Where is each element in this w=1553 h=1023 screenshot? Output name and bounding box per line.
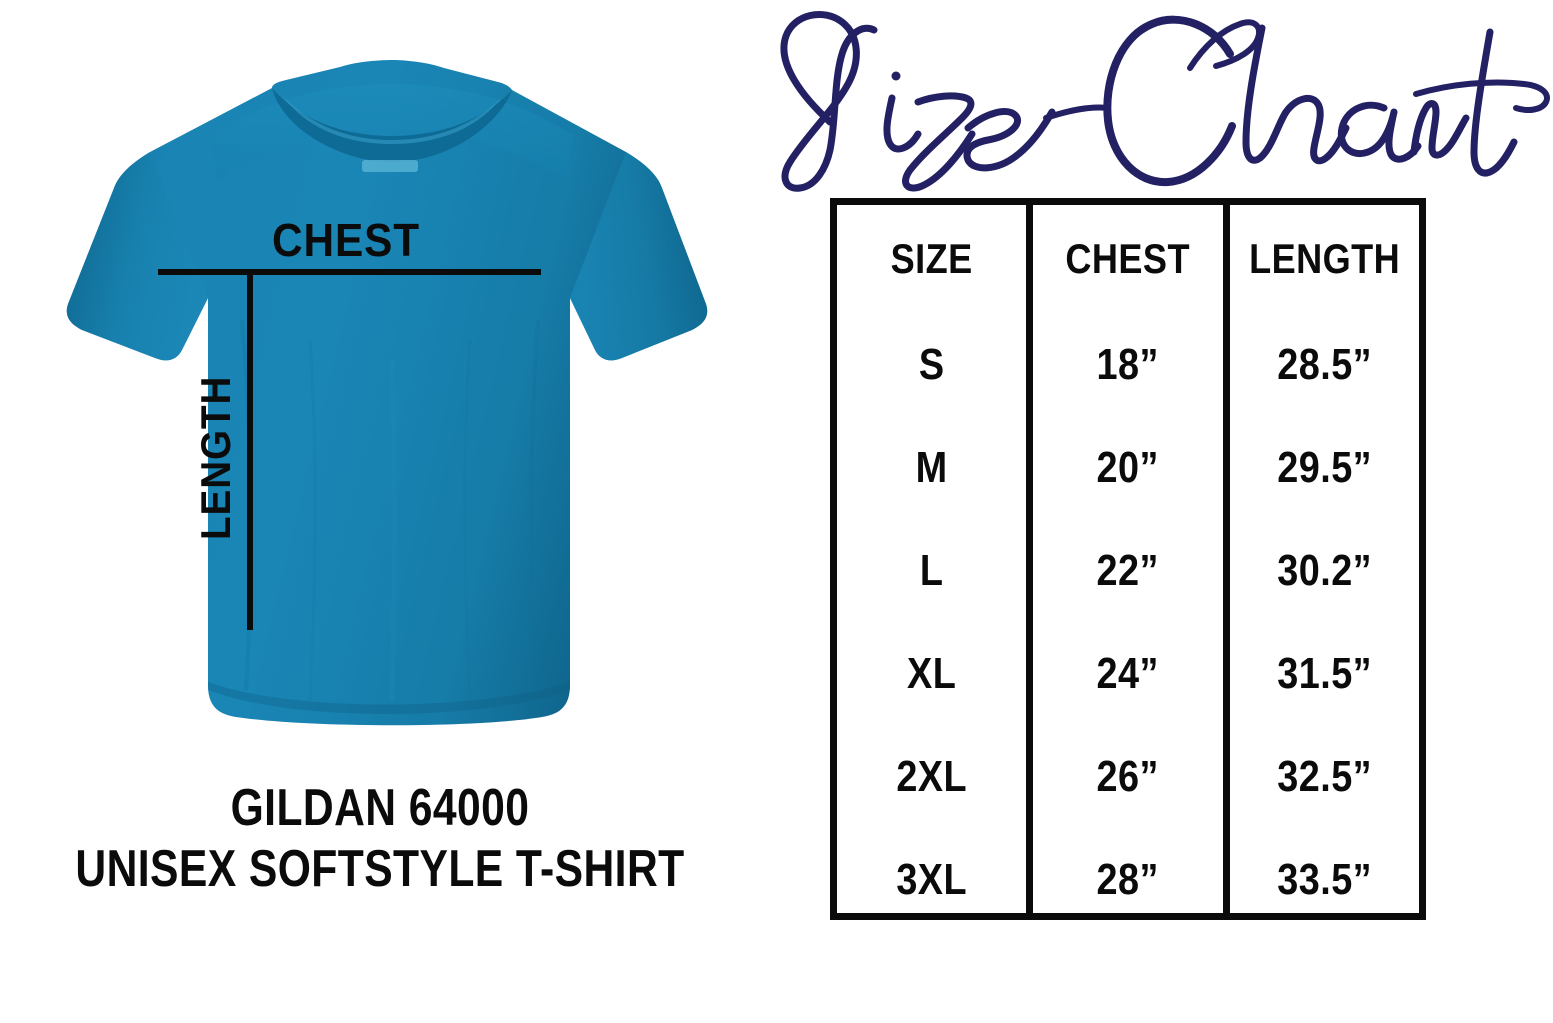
table-row: 31.5” — [1276, 648, 1372, 698]
table-column-size: SIZE S M L XL 2XL 3XL — [837, 205, 1026, 913]
chart-title-script — [780, 11, 1550, 192]
product-panel: CHEST LENGTH GILDAN 64000 UNISEX SOFTSTY… — [0, 0, 760, 1023]
neck-tag — [362, 160, 418, 172]
table-row: 18” — [1096, 339, 1160, 389]
product-description: UNISEX SOFTSTYLE T-SHIRT — [75, 840, 685, 899]
size-table: SIZE S M L XL 2XL 3XL CHEST 18” 20” 22” … — [830, 198, 1426, 920]
column-header-size: SIZE — [890, 235, 973, 282]
size-chart-panel: SIZE S M L XL 2XL 3XL CHEST 18” 20” 22” … — [760, 0, 1553, 1023]
table-row: 2XL — [896, 751, 968, 801]
tshirt-illustration: CHEST LENGTH — [10, 40, 740, 760]
product-caption: GILDAN 64000 UNISEX SOFTSTYLE T-SHIRT — [0, 778, 760, 901]
table-row: 28” — [1096, 854, 1160, 904]
table-row: 29.5” — [1276, 442, 1372, 492]
length-measure-label: LENGTH — [192, 375, 239, 540]
table-row: 22” — [1096, 545, 1160, 595]
product-style-number: GILDAN 64000 — [230, 779, 530, 837]
table-row: 20” — [1096, 442, 1160, 492]
tshirt-icon — [66, 60, 708, 726]
table-row: 26” — [1096, 751, 1160, 801]
table-row: S — [918, 339, 945, 389]
table-column-chest: CHEST 18” 20” 22” 24” 26” 28” — [1026, 205, 1222, 913]
table-row: 32.5” — [1276, 751, 1372, 801]
table-row: L — [919, 545, 944, 595]
table-row: 30.2” — [1276, 545, 1372, 595]
column-header-length: LENGTH — [1248, 235, 1400, 282]
table-row: XL — [907, 648, 957, 698]
length-measure-line — [247, 269, 253, 630]
table-row: M — [915, 442, 948, 492]
chart-title — [760, 2, 1553, 198]
table-row: 28.5” — [1276, 339, 1372, 389]
chest-measure-line — [158, 269, 541, 275]
table-row: 24” — [1096, 648, 1160, 698]
table-row: 33.5” — [1276, 854, 1372, 904]
table-row: 3XL — [896, 854, 968, 904]
table-column-length: LENGTH 28.5” 29.5” 30.2” 31.5” 32.5” 33.… — [1222, 205, 1419, 913]
chest-measure-label: CHEST — [272, 214, 421, 266]
column-header-chest: CHEST — [1065, 235, 1191, 282]
